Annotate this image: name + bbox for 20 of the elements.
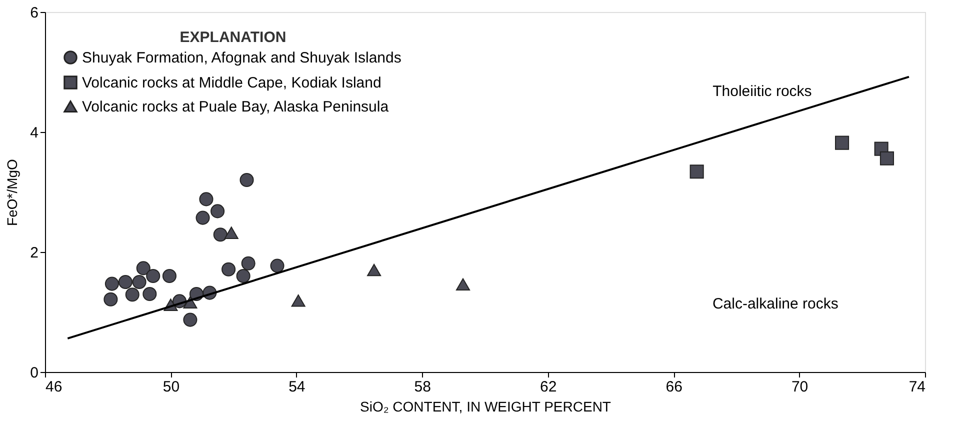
annotation: Calc-alkaline rocks — [712, 296, 838, 313]
x-tick-label: 74 — [908, 378, 926, 396]
x-tick-label: 50 — [162, 378, 180, 396]
y-tick-label: 0 — [30, 364, 38, 382]
x-tick-label: 66 — [666, 378, 682, 396]
x-tick-label: 62 — [540, 378, 557, 396]
legend-title: EXPLANATION — [180, 29, 286, 46]
annotation: Tholeiitic rocks — [712, 83, 812, 100]
y-tick-label: 2 — [30, 244, 38, 262]
y-tick-label: 6 — [30, 4, 38, 22]
x-tick-label: 46 — [46, 378, 62, 396]
legend-label: Volcanic rocks at Puale Bay, Alaska Peninsula — [82, 98, 390, 116]
y-axis-title: FeO*/MgO — [4, 158, 20, 226]
x-axis-title: SiO₂ CONTENT, IN WEIGHT PERCENT — [360, 398, 612, 414]
y-tick-label: 4 — [30, 124, 38, 142]
legend-label: Shuyak Formation, Afognak and Shuyak Islands — [82, 50, 402, 66]
x-tick-label: 58 — [414, 378, 431, 396]
x-tick-label: 54 — [288, 378, 306, 396]
x-tick-label: 70 — [791, 378, 808, 396]
legend-label: Volcanic rocks at Middle Cape, Kodiak Island — [82, 74, 382, 92]
